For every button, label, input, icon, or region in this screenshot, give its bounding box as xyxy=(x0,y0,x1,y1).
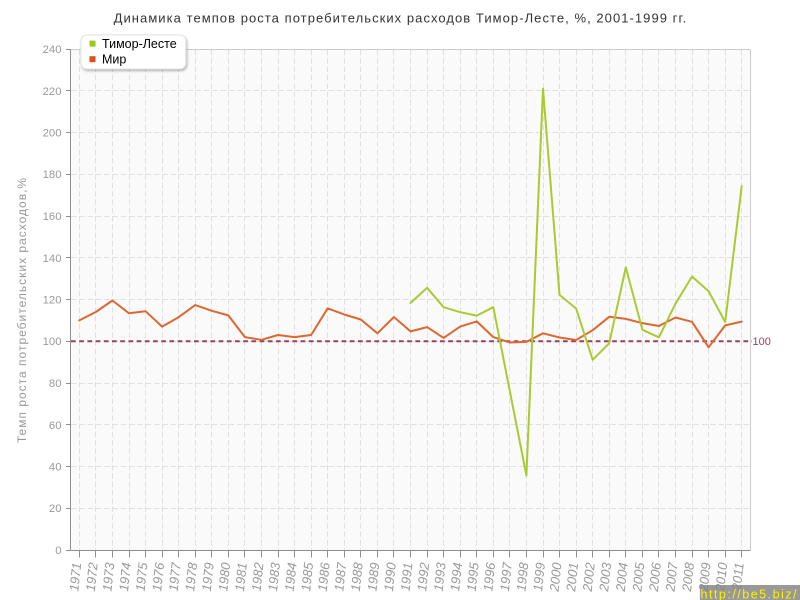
svg-text:100: 100 xyxy=(43,336,62,348)
svg-text:1980: 1980 xyxy=(215,561,233,592)
svg-text:0: 0 xyxy=(55,545,61,557)
svg-text:2006: 2006 xyxy=(646,561,664,593)
svg-text:60: 60 xyxy=(49,420,62,432)
svg-text:Динамика темпов роста потребит: Динамика темпов роста потребительских ра… xyxy=(114,11,688,26)
svg-text:1993: 1993 xyxy=(431,561,449,592)
svg-text:200: 200 xyxy=(43,128,62,140)
svg-text:2008: 2008 xyxy=(679,561,697,593)
svg-text:2003: 2003 xyxy=(596,561,614,593)
svg-text:1982: 1982 xyxy=(249,561,267,592)
svg-text:1992: 1992 xyxy=(414,561,432,592)
svg-text:1994: 1994 xyxy=(447,562,465,592)
svg-text:Мир: Мир xyxy=(102,53,126,67)
svg-text:http://be5.biz/: http://be5.biz/ xyxy=(701,587,799,600)
svg-text:Темп роста потребительских рас: Темп роста потребительских расходов,% xyxy=(15,177,29,443)
svg-text:1978: 1978 xyxy=(182,561,200,592)
svg-text:80: 80 xyxy=(49,378,62,390)
svg-text:1972: 1972 xyxy=(83,561,101,592)
svg-text:2011: 2011 xyxy=(729,562,747,592)
svg-text:20: 20 xyxy=(49,503,62,515)
svg-text:140: 140 xyxy=(43,253,62,265)
svg-text:1988: 1988 xyxy=(348,561,366,592)
svg-text:1996: 1996 xyxy=(480,561,498,592)
svg-text:1985: 1985 xyxy=(298,561,316,592)
svg-text:1974: 1974 xyxy=(116,562,134,592)
svg-text:1981: 1981 xyxy=(232,562,250,592)
svg-text:Тимор-Лесте: Тимор-Лесте xyxy=(102,37,177,51)
svg-text:1976: 1976 xyxy=(149,561,167,592)
svg-text:2001: 2001 xyxy=(563,562,581,593)
svg-text:1990: 1990 xyxy=(381,561,399,592)
svg-text:220: 220 xyxy=(43,86,62,98)
svg-text:2002: 2002 xyxy=(580,561,598,593)
svg-text:1971: 1971 xyxy=(66,562,84,592)
svg-text:100: 100 xyxy=(753,336,771,348)
svg-text:1973: 1973 xyxy=(99,561,117,592)
svg-text:2007: 2007 xyxy=(662,561,680,593)
svg-text:120: 120 xyxy=(43,295,62,307)
svg-text:1997: 1997 xyxy=(497,561,515,592)
svg-text:1986: 1986 xyxy=(315,561,333,592)
svg-text:40: 40 xyxy=(49,462,62,474)
svg-text:2005: 2005 xyxy=(629,561,647,593)
svg-text:1975: 1975 xyxy=(133,561,151,592)
svg-text:1991: 1991 xyxy=(398,562,416,592)
svg-text:1995: 1995 xyxy=(464,561,482,592)
svg-text:240: 240 xyxy=(43,44,62,56)
svg-text:2000: 2000 xyxy=(546,561,564,593)
svg-text:160: 160 xyxy=(43,211,62,223)
svg-text:1977: 1977 xyxy=(166,561,184,592)
svg-text:1987: 1987 xyxy=(331,561,349,592)
svg-text:1979: 1979 xyxy=(199,562,217,592)
svg-text:1989: 1989 xyxy=(364,562,382,592)
svg-text:1984: 1984 xyxy=(282,562,300,592)
svg-text:180: 180 xyxy=(43,169,62,181)
svg-text:1998: 1998 xyxy=(513,561,531,592)
svg-text:1999: 1999 xyxy=(530,562,548,592)
svg-text:2004: 2004 xyxy=(613,562,631,593)
svg-text:1983: 1983 xyxy=(265,561,283,592)
